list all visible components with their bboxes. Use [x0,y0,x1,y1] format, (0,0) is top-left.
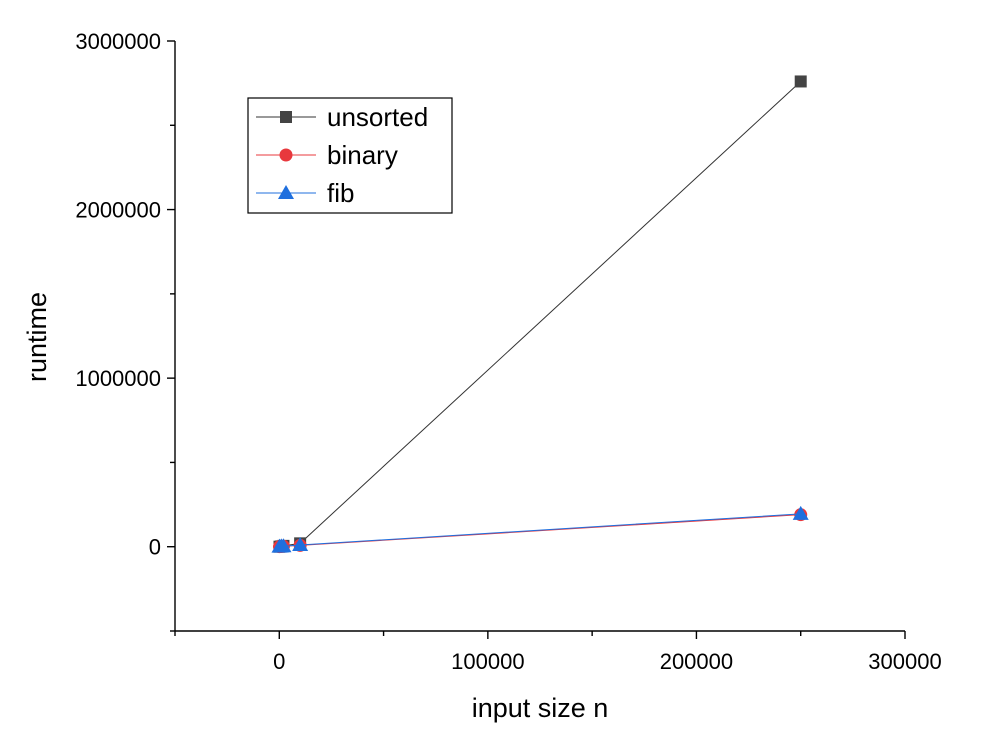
legend-marker-unsorted [280,111,292,123]
y-tick-label: 3000000 [75,29,161,54]
series-binary [272,508,808,554]
data-point-unsorted [794,75,807,88]
legend-item-fib: fib [256,178,354,208]
series-fib [271,505,809,553]
x-tick-label: 300000 [868,649,941,674]
legend-item-binary: binary [256,140,398,170]
data-point-fib [792,505,809,520]
legend: unsorted binary fib [247,97,453,214]
x-axis-title: input size n [472,693,609,723]
y-tick-label: 2000000 [75,198,161,223]
legend-label-fib: fib [327,178,354,208]
x-tick-label: 100000 [451,649,524,674]
data-point-fib [292,537,309,552]
y-tick-label: 1000000 [75,366,161,391]
legend-marker-binary [279,148,293,162]
legend-label-unsorted: unsorted [327,102,428,132]
y-tick-label: 0 [149,535,161,560]
y-axis-title: runtime [22,292,52,382]
series-line-fib [279,513,801,548]
legend-label-binary: binary [327,140,398,170]
axes [174,41,905,632]
ticks: 0 100000 200000 300000010000002000000300000… [75,29,941,674]
x-tick-label: 0 [273,649,285,674]
data-point-fib [275,538,292,553]
legend-marker-fib [278,185,294,199]
x-tick-label: 200000 [660,649,733,674]
legend-item-unsorted: unsorted [256,102,428,132]
series-layer [271,75,809,554]
